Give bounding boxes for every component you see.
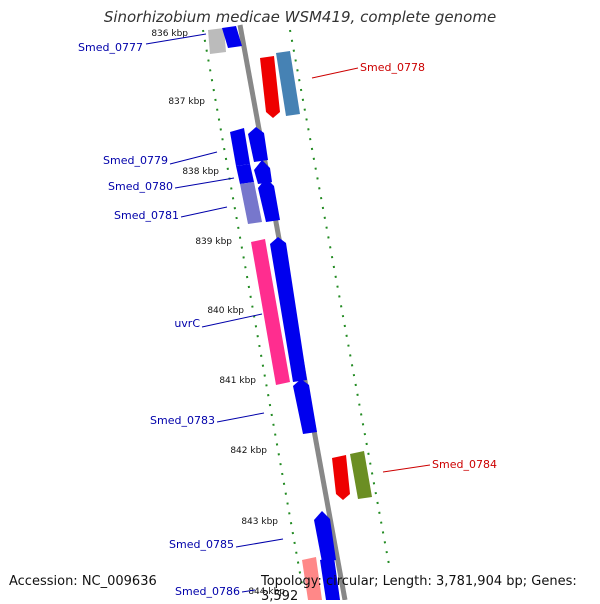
gene-label[interactable]: Smed_0786 bbox=[175, 585, 240, 598]
gene-label[interactable]: Smed_0785 bbox=[169, 538, 234, 551]
gene-label[interactable]: Smed_0780 bbox=[108, 180, 173, 193]
outer-dotted-track bbox=[289, 29, 391, 571]
kbp-label: 844 kbp bbox=[248, 587, 285, 597]
kbp-label: 840 kbp bbox=[207, 306, 244, 316]
gene-label[interactable]: Smed_0778 bbox=[360, 61, 425, 74]
accession-text: Accession: NC_009636 bbox=[9, 574, 157, 589]
kbp-label: 839 kbp bbox=[195, 237, 232, 247]
gene-label[interactable]: Smed_0779 bbox=[103, 154, 168, 167]
gene-smed-0786[interactable] bbox=[320, 557, 340, 600]
gene-smed-0778[interactable] bbox=[276, 51, 300, 116]
gene-smed-0784[interactable] bbox=[350, 451, 372, 499]
gene-smed-0786-pink[interactable] bbox=[302, 557, 322, 600]
gene-smed-0780[interactable] bbox=[236, 164, 254, 184]
gene-smed-0781b[interactable] bbox=[258, 178, 280, 222]
gene-uvrc[interactable] bbox=[270, 237, 307, 382]
kbp-label: 842 kbp bbox=[230, 446, 267, 456]
kbp-label: 837 kbp bbox=[168, 97, 205, 107]
gene-smed-0783[interactable] bbox=[293, 379, 317, 434]
gene-smed-0777[interactable] bbox=[222, 26, 242, 48]
gene-label[interactable]: Smed_0777 bbox=[78, 41, 143, 54]
kbp-label: 838 kbp bbox=[182, 167, 219, 177]
label-leaders bbox=[145, 33, 431, 593]
gene-smed-0778-red[interactable] bbox=[260, 56, 280, 118]
kbp-label: 836 kbp bbox=[151, 29, 188, 39]
gene-label[interactable]: Smed_0784 bbox=[432, 458, 497, 471]
gene-smed-0779[interactable] bbox=[230, 128, 250, 166]
gene-smed-0785[interactable] bbox=[314, 511, 336, 562]
gene-label[interactable]: Smed_0783 bbox=[150, 414, 215, 427]
kbp-axis: 836 kbp 837 kbp 838 kbp 839 kbp 840 kbp … bbox=[151, 29, 285, 597]
gene-smed-0779b[interactable] bbox=[248, 127, 268, 162]
gene-smed-0780b[interactable] bbox=[254, 160, 272, 184]
gene-label[interactable]: uvrC bbox=[174, 317, 200, 330]
gene-smed-0781[interactable] bbox=[240, 182, 262, 224]
kbp-label: 843 kbp bbox=[241, 517, 278, 527]
gene-labels: Smed_0777 Smed_0778 Smed_0779 Smed_0780 … bbox=[78, 41, 497, 598]
gene-uvrc-pink[interactable] bbox=[251, 239, 290, 385]
gene-smed-0777-grey[interactable] bbox=[208, 28, 226, 54]
kbp-label: 841 kbp bbox=[219, 376, 256, 386]
gene-smed-0784-red[interactable] bbox=[332, 455, 350, 500]
map-title: Sinorhizobium medicae WSM419, complete g… bbox=[103, 8, 497, 26]
gene-label[interactable]: Smed_0781 bbox=[114, 209, 179, 222]
